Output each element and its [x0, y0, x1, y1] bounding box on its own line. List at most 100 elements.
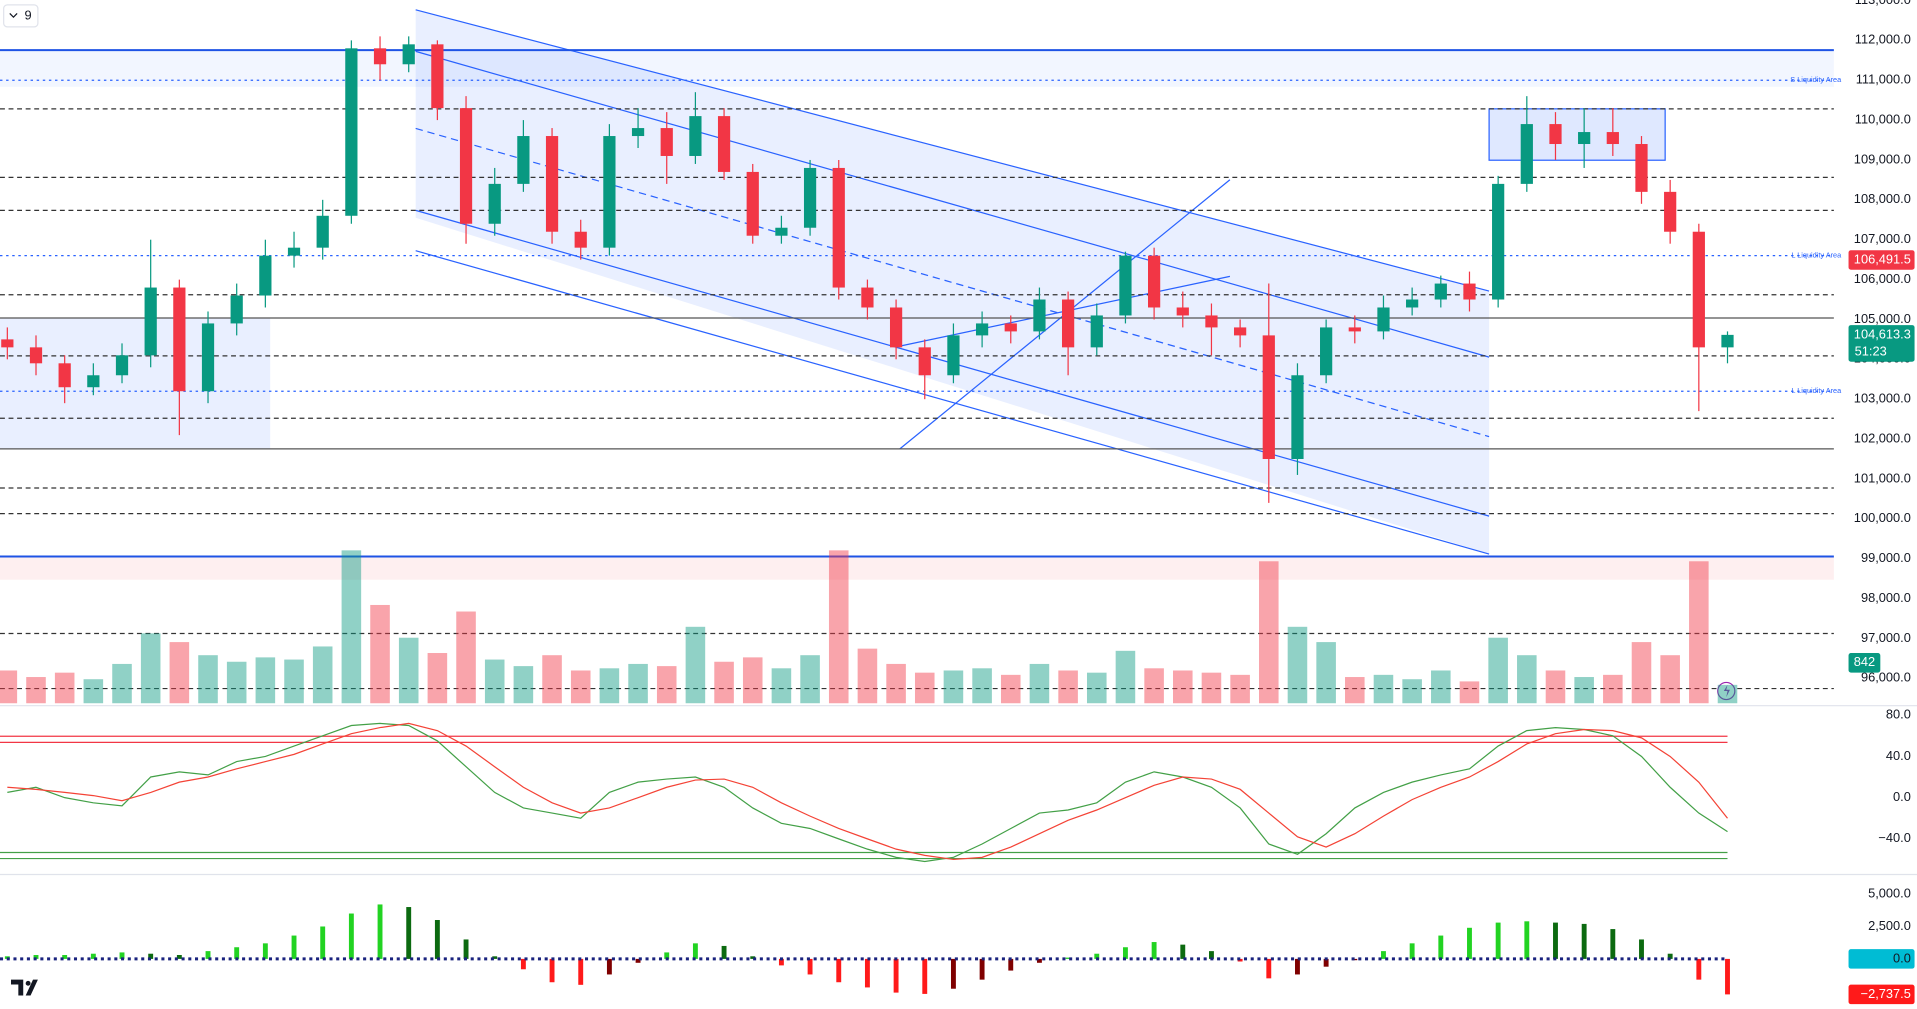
- candle-body: [1549, 124, 1562, 145]
- price-label-box: [1848, 250, 1915, 270]
- histogram-bar: [664, 952, 670, 959]
- button-frame[interactable]: [3, 4, 39, 28]
- volume-bar: [599, 668, 620, 704]
- histogram-bar: [606, 958, 612, 975]
- volume-bar: [398, 637, 419, 704]
- channel-mid: [415, 127, 1490, 438]
- y-tick-label: 80.0: [1886, 707, 1911, 722]
- y-tick-label: 107,000.0: [1854, 231, 1911, 246]
- histogram-bar: [1180, 944, 1186, 959]
- histogram-bar: [1266, 958, 1272, 979]
- interval-label[interactable]: 9: [24, 7, 31, 22]
- price-label: 106,491.5: [1854, 251, 1911, 266]
- volume-bar: [972, 668, 992, 704]
- histogram-bar: [234, 947, 240, 959]
- volume-bar: [1717, 684, 1738, 704]
- volume-bar: [1689, 561, 1709, 704]
- y-tick-label: 109,000.0: [1854, 151, 1911, 166]
- candle-body: [832, 167, 845, 288]
- volume-bar: [54, 672, 75, 704]
- histogram-bar: [1438, 935, 1444, 959]
- histogram-bar: [893, 958, 899, 993]
- histogram-bar: [1553, 922, 1558, 959]
- histogram-bar: [90, 953, 96, 959]
- histogram-bar: [119, 952, 125, 959]
- histogram-bar: [176, 955, 182, 959]
- volume-bar: [1574, 677, 1594, 704]
- histogram-bar: [1581, 923, 1587, 959]
- volume-bar: [1058, 670, 1078, 704]
- candle-body: [1635, 144, 1648, 192]
- y-tick-label: 0.0: [1893, 950, 1911, 965]
- candle-body: [1291, 375, 1304, 459]
- volume-bar: [914, 672, 935, 704]
- y-tick-label: 0.0: [1893, 789, 1911, 804]
- candle-body: [947, 335, 960, 376]
- volume-bar: [140, 633, 161, 704]
- histogram-bar: [1065, 957, 1071, 959]
- volume-bar: [1488, 637, 1508, 704]
- histogram-bar: [864, 958, 870, 988]
- histogram-bar: [1696, 958, 1702, 980]
- histogram-bar: [750, 956, 756, 959]
- price-label: 104,613.3: [1854, 326, 1911, 341]
- candle-body: [173, 287, 186, 392]
- y-tick-label: 100,000.0: [1854, 510, 1911, 525]
- candle-body: [1176, 307, 1189, 316]
- alert-icon[interactable]: [1717, 681, 1736, 701]
- candle-body: [1033, 299, 1046, 332]
- candle-body: [717, 116, 731, 172]
- y-tick-label: 103,000.0: [1854, 391, 1911, 406]
- y-tick-label: 99,000.0: [1861, 550, 1911, 565]
- histogram-bar: [463, 939, 469, 959]
- candle-body: [87, 375, 100, 388]
- histogram-bar: [1352, 958, 1358, 961]
- histogram-bar: [205, 951, 211, 959]
- volume-bar: [1545, 670, 1566, 704]
- histogram-bar: [1610, 929, 1616, 959]
- histogram-bar: [33, 955, 39, 959]
- histogram-bar: [320, 926, 326, 959]
- zone: [0, 556, 1834, 580]
- candle-body: [1004, 323, 1017, 332]
- volume-bar: [1316, 642, 1336, 704]
- candle-body: [29, 347, 43, 364]
- oscillator-line: [7, 722, 1728, 863]
- candle-body: [1406, 299, 1419, 308]
- volume-bar: [26, 677, 46, 704]
- candle-body: [1463, 283, 1476, 300]
- histogram-bar: [62, 955, 68, 959]
- candle-body: [1262, 335, 1275, 459]
- histogram-bar: [1409, 943, 1415, 959]
- candle-body: [803, 167, 817, 228]
- histogram-bar: [262, 943, 268, 959]
- histogram-bar: [578, 958, 584, 985]
- candle-body: [345, 48, 358, 216]
- histogram-bar: [1008, 958, 1014, 971]
- candle-body: [861, 287, 874, 308]
- y-tick-label: 102,000.0: [1854, 430, 1911, 445]
- histogram-bar: [778, 958, 784, 966]
- candle-body: [1061, 299, 1075, 348]
- volume-bar: [628, 663, 648, 704]
- volume-bar: [1660, 655, 1680, 704]
- volume-bar: [1086, 672, 1107, 704]
- candle-body: [1320, 327, 1333, 376]
- y-tick-label: 113,000.0: [1855, 0, 1911, 7]
- histogram-bar: [549, 958, 555, 983]
- histogram-bar: [377, 904, 383, 959]
- volume-bar: [1431, 670, 1451, 704]
- candle-body: [1205, 315, 1218, 328]
- candle-body: [1, 339, 14, 348]
- candle-body: [1692, 231, 1705, 348]
- volume-label: 842: [1854, 654, 1875, 669]
- y-tick-label: 96,000.0: [1861, 670, 1911, 685]
- interval-button[interactable]: 9: [3, 4, 39, 28]
- y-tick-label: 108,000.0: [1854, 191, 1911, 206]
- histogram-bar: [1036, 958, 1042, 963]
- candle-body: [459, 108, 473, 224]
- histogram-bar: [979, 958, 985, 980]
- histogram-bar: [348, 913, 354, 959]
- value-label-box: [1848, 984, 1915, 1005]
